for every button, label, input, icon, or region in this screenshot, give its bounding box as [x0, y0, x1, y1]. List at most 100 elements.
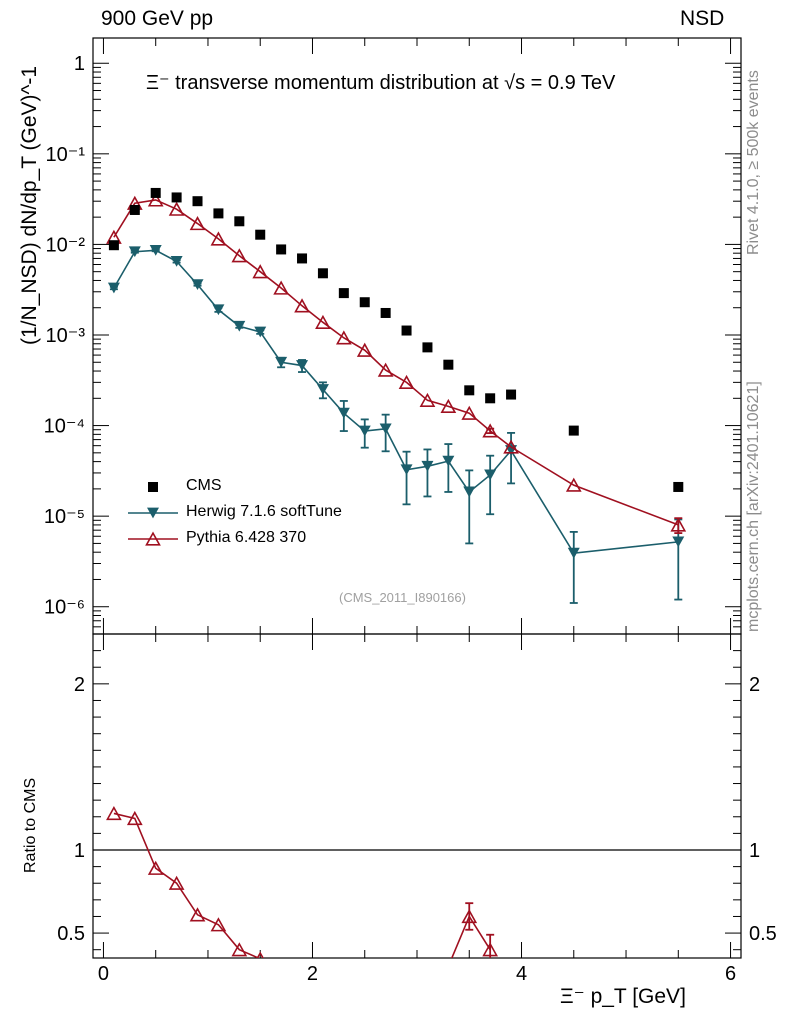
y-tick-label: 1: [74, 53, 85, 75]
pythia-point: [231, 248, 248, 263]
pythia-ratio-point: [461, 908, 478, 924]
pythia-point: [461, 405, 478, 420]
pythia-ratio-point: [189, 907, 206, 922]
rivet-version-text: Rivet 4.1.0, ≥ 500k events: [745, 70, 762, 255]
pythia-line: [113, 199, 679, 526]
header-left: 900 GeV pp: [101, 7, 214, 30]
pythia-point: [335, 330, 352, 345]
pythia-ratio-point: [147, 860, 164, 875]
pythia-point: [356, 342, 373, 357]
pythia-ratio-point: [126, 810, 143, 826]
pythia-point: [565, 477, 582, 492]
x-tick-label: 2: [307, 963, 318, 985]
cms-point: [485, 393, 496, 404]
legend: [128, 482, 178, 546]
cms-point: [568, 425, 579, 436]
y-tick-label: 10⁻³: [46, 325, 86, 347]
ratio-tick-label: 0.5: [57, 923, 85, 945]
pythia-point: [273, 280, 289, 295]
cms-point: [276, 244, 287, 255]
header-right: NSD: [680, 7, 725, 30]
ratio-tick-label-right: 1: [749, 840, 760, 862]
cms-point: [213, 208, 224, 219]
legend-marker-pythia: [145, 531, 161, 546]
ratio-tick-label-right: 2: [749, 674, 760, 696]
pythia-ratio-point: [168, 875, 185, 890]
herwig-point: [484, 469, 497, 481]
cms-point: [443, 359, 454, 370]
legend-label-pythia: Pythia 6.428 370: [186, 529, 307, 546]
herwig-point: [275, 356, 288, 368]
cms-point: [401, 325, 412, 336]
herwig-point: [149, 244, 162, 256]
cms-point: [317, 268, 328, 279]
herwig-point: [212, 304, 225, 316]
pythia-point: [189, 216, 206, 231]
herwig-point: [170, 255, 183, 267]
herwig-point: [400, 464, 413, 476]
x-axis-label: Ξ⁻ p_T [GeV]: [560, 985, 686, 1008]
cms-point: [192, 196, 203, 207]
pythia-point: [147, 192, 164, 207]
herwig-point: [233, 320, 246, 332]
herwig-point: [358, 425, 371, 437]
cms-point: [464, 385, 475, 396]
herwig-point: [316, 384, 329, 395]
cms-point: [673, 481, 684, 492]
herwig-point: [337, 407, 350, 419]
pythia-point: [252, 264, 269, 279]
cms-point: [234, 216, 245, 227]
cms-point: [338, 288, 349, 299]
ratio-panel-series: [93, 805, 741, 976]
ratio-plot-frame: [92, 633, 742, 959]
herwig-point: [254, 326, 267, 338]
ratio-tick-label: 1: [74, 840, 85, 862]
pythia-point: [670, 517, 687, 532]
legend-label-herwig: Herwig 7.1.6 softTune: [186, 503, 342, 520]
legend-marker-cms: [148, 482, 158, 492]
herwig-point: [128, 246, 141, 258]
cms-point: [422, 342, 433, 353]
herwig-point: [296, 360, 309, 371]
pythia-point: [440, 398, 457, 414]
herwig-point: [421, 460, 434, 472]
legend-label-cms: CMS: [186, 477, 222, 494]
pythia-point: [377, 362, 394, 377]
pythia-ratio-point: [275, 964, 288, 976]
pythia-point: [168, 201, 185, 216]
main-panel-series: [106, 187, 687, 604]
pythia-ratio-point: [231, 942, 248, 957]
cms-point: [506, 389, 517, 400]
ratio-y-axis-label: Ratio to CMS: [22, 777, 39, 873]
pythia-ratio-point: [210, 917, 227, 932]
herwig-line: [113, 249, 679, 555]
mcplots-text: mcplots.cern.ch [arXiv:2401.10621]: [745, 381, 762, 632]
y-tick-label: 10⁻¹: [46, 144, 86, 166]
y-tick-label: 10⁻⁵: [44, 506, 85, 528]
axis-ticks: 0 2 4 6 1 10⁻¹ 10⁻² 10⁻³ 10⁻⁴ 10⁻⁵ 10⁻⁶ 0.5 0.5 1 1 2 2: [44, 38, 777, 985]
pythia-point: [398, 374, 415, 390]
chart-title: Ξ⁻ transverse momentum distribution at √…: [146, 72, 616, 94]
axes-frames: [92, 37, 742, 959]
pythia-ratio-line: [113, 812, 261, 958]
cms-point: [150, 187, 161, 198]
pythia-point: [419, 392, 436, 407]
pythia-point: [503, 439, 519, 454]
ratio-tick-label-right: 0.5: [749, 923, 777, 945]
x-tick-label: 4: [516, 963, 527, 985]
y-tick-label: 10⁻²: [46, 234, 86, 256]
analysis-tag: (CMS_2011_I890166): [339, 590, 466, 605]
herwig-point: [672, 536, 685, 548]
cms-point: [129, 204, 140, 215]
x-tick-label: 0: [98, 963, 109, 985]
ratio-tick-label: 2: [74, 674, 85, 696]
y-axis-label: (1/N_NSD) dN/dp_T (GeV)^-1: [18, 65, 41, 345]
x-tick-label: 6: [725, 963, 736, 985]
cms-point: [359, 297, 370, 308]
herwig-point: [463, 486, 476, 498]
y-tick-label: 10⁻⁴: [44, 416, 85, 438]
herwig-point: [379, 423, 392, 435]
pythia-point: [210, 231, 227, 246]
pythia-point: [315, 314, 331, 329]
